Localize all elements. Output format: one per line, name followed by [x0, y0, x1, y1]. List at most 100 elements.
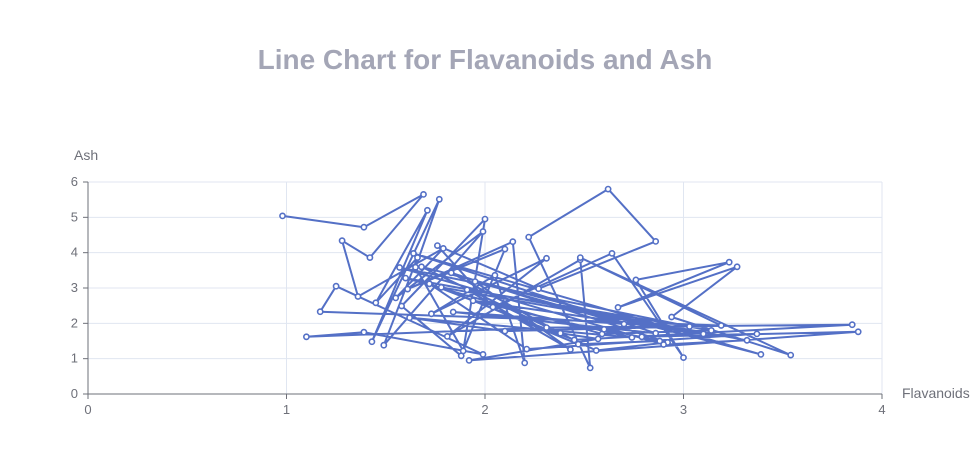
x-tick-label: 0: [84, 402, 91, 417]
data-point: [570, 336, 578, 344]
data-point: [338, 237, 346, 245]
data-point: [576, 254, 584, 261]
data-point: [652, 329, 660, 337]
data-point: [404, 285, 411, 293]
data-point: [425, 280, 433, 288]
data-point: [412, 263, 419, 271]
data-point: [594, 335, 602, 343]
y-tick-label: 5: [71, 209, 78, 224]
data-point: [427, 310, 435, 318]
data-point: [316, 308, 324, 316]
data-point: [447, 269, 455, 277]
data-point: [652, 237, 660, 245]
data-point: [501, 245, 509, 253]
x-tick-label: 1: [283, 402, 290, 417]
data-point: [279, 212, 286, 220]
x-tick-label: 3: [680, 402, 687, 417]
data-point: [620, 320, 628, 328]
data-point: [414, 254, 421, 261]
x-tick-label: 4: [878, 402, 885, 417]
data-point: [656, 337, 664, 345]
data-point: [707, 326, 715, 334]
y-tick-label: 4: [71, 245, 78, 260]
series-group: [279, 185, 862, 372]
data-point: [449, 308, 457, 316]
y-tick-label: 1: [71, 351, 78, 366]
data-point: [469, 297, 477, 305]
x-tick-label: 2: [481, 402, 488, 417]
data-point: [686, 323, 693, 330]
data-point: [457, 352, 465, 360]
data-point: [354, 293, 362, 300]
data-point: [660, 341, 667, 348]
data-point: [420, 190, 427, 198]
data-point: [753, 330, 761, 338]
data-point: [423, 206, 431, 214]
data-point: [535, 285, 542, 293]
chart-title: Line Chart for Flavanoids and Ash: [257, 44, 713, 75]
data-point: [854, 328, 862, 336]
data-point: [368, 338, 376, 346]
data-point: [302, 333, 310, 341]
data-point: [406, 314, 413, 322]
data-point: [410, 249, 417, 257]
data-point: [366, 254, 374, 261]
data-point: [523, 345, 531, 353]
data-point: [848, 321, 856, 329]
data-point: [360, 223, 368, 231]
data-point: [479, 228, 487, 235]
x-axis-label: Flavanoids: [902, 385, 970, 401]
data-point: [725, 258, 733, 266]
data-point: [465, 356, 473, 364]
data-point: [743, 336, 751, 344]
data-point: [628, 334, 636, 341]
data-point: [680, 354, 687, 361]
data-point: [396, 264, 403, 271]
data-point: [733, 263, 741, 271]
data-point: [433, 242, 441, 249]
data-point: [543, 324, 550, 331]
data-point: [543, 254, 550, 262]
data-point: [392, 294, 400, 302]
tick-labels: 0 1 2 3 4 5 6 0 1 2 3 4: [71, 174, 886, 417]
data-point: [592, 347, 600, 354]
data-point: [398, 302, 405, 310]
data-point: [567, 346, 574, 353]
data-point: [479, 350, 487, 358]
data-point: [491, 271, 499, 279]
data-point: [574, 340, 582, 348]
data-point: [360, 328, 368, 336]
data-point: [380, 341, 388, 349]
data-point: [372, 299, 380, 307]
data-point: [586, 364, 594, 372]
data-point: [604, 185, 612, 193]
y-axis-label: Ash: [74, 147, 98, 163]
data-point: [668, 313, 675, 321]
data-point: [525, 233, 533, 241]
data-point: [418, 263, 425, 271]
data-point: [463, 286, 471, 294]
data-point: [557, 329, 564, 337]
data-point: [600, 325, 608, 333]
data-point: [509, 238, 517, 246]
y-tick-label: 6: [71, 174, 78, 189]
data-point: [608, 249, 616, 257]
axes: [83, 181, 883, 399]
data-point: [757, 350, 765, 358]
data-point: [435, 195, 443, 203]
data-point: [717, 322, 725, 329]
data-point: [700, 330, 707, 338]
y-tick-label: 0: [71, 386, 78, 401]
data-point: [521, 359, 529, 367]
data-point: [481, 215, 489, 223]
data-point: [787, 351, 795, 359]
data-point: [501, 327, 509, 335]
y-tick-label: 2: [71, 315, 78, 330]
data-point: [439, 244, 447, 252]
y-tick-label: 3: [71, 280, 78, 295]
data-point: [614, 303, 622, 311]
data-point: [489, 303, 497, 311]
data-point: [471, 278, 479, 285]
data-point: [402, 274, 409, 282]
